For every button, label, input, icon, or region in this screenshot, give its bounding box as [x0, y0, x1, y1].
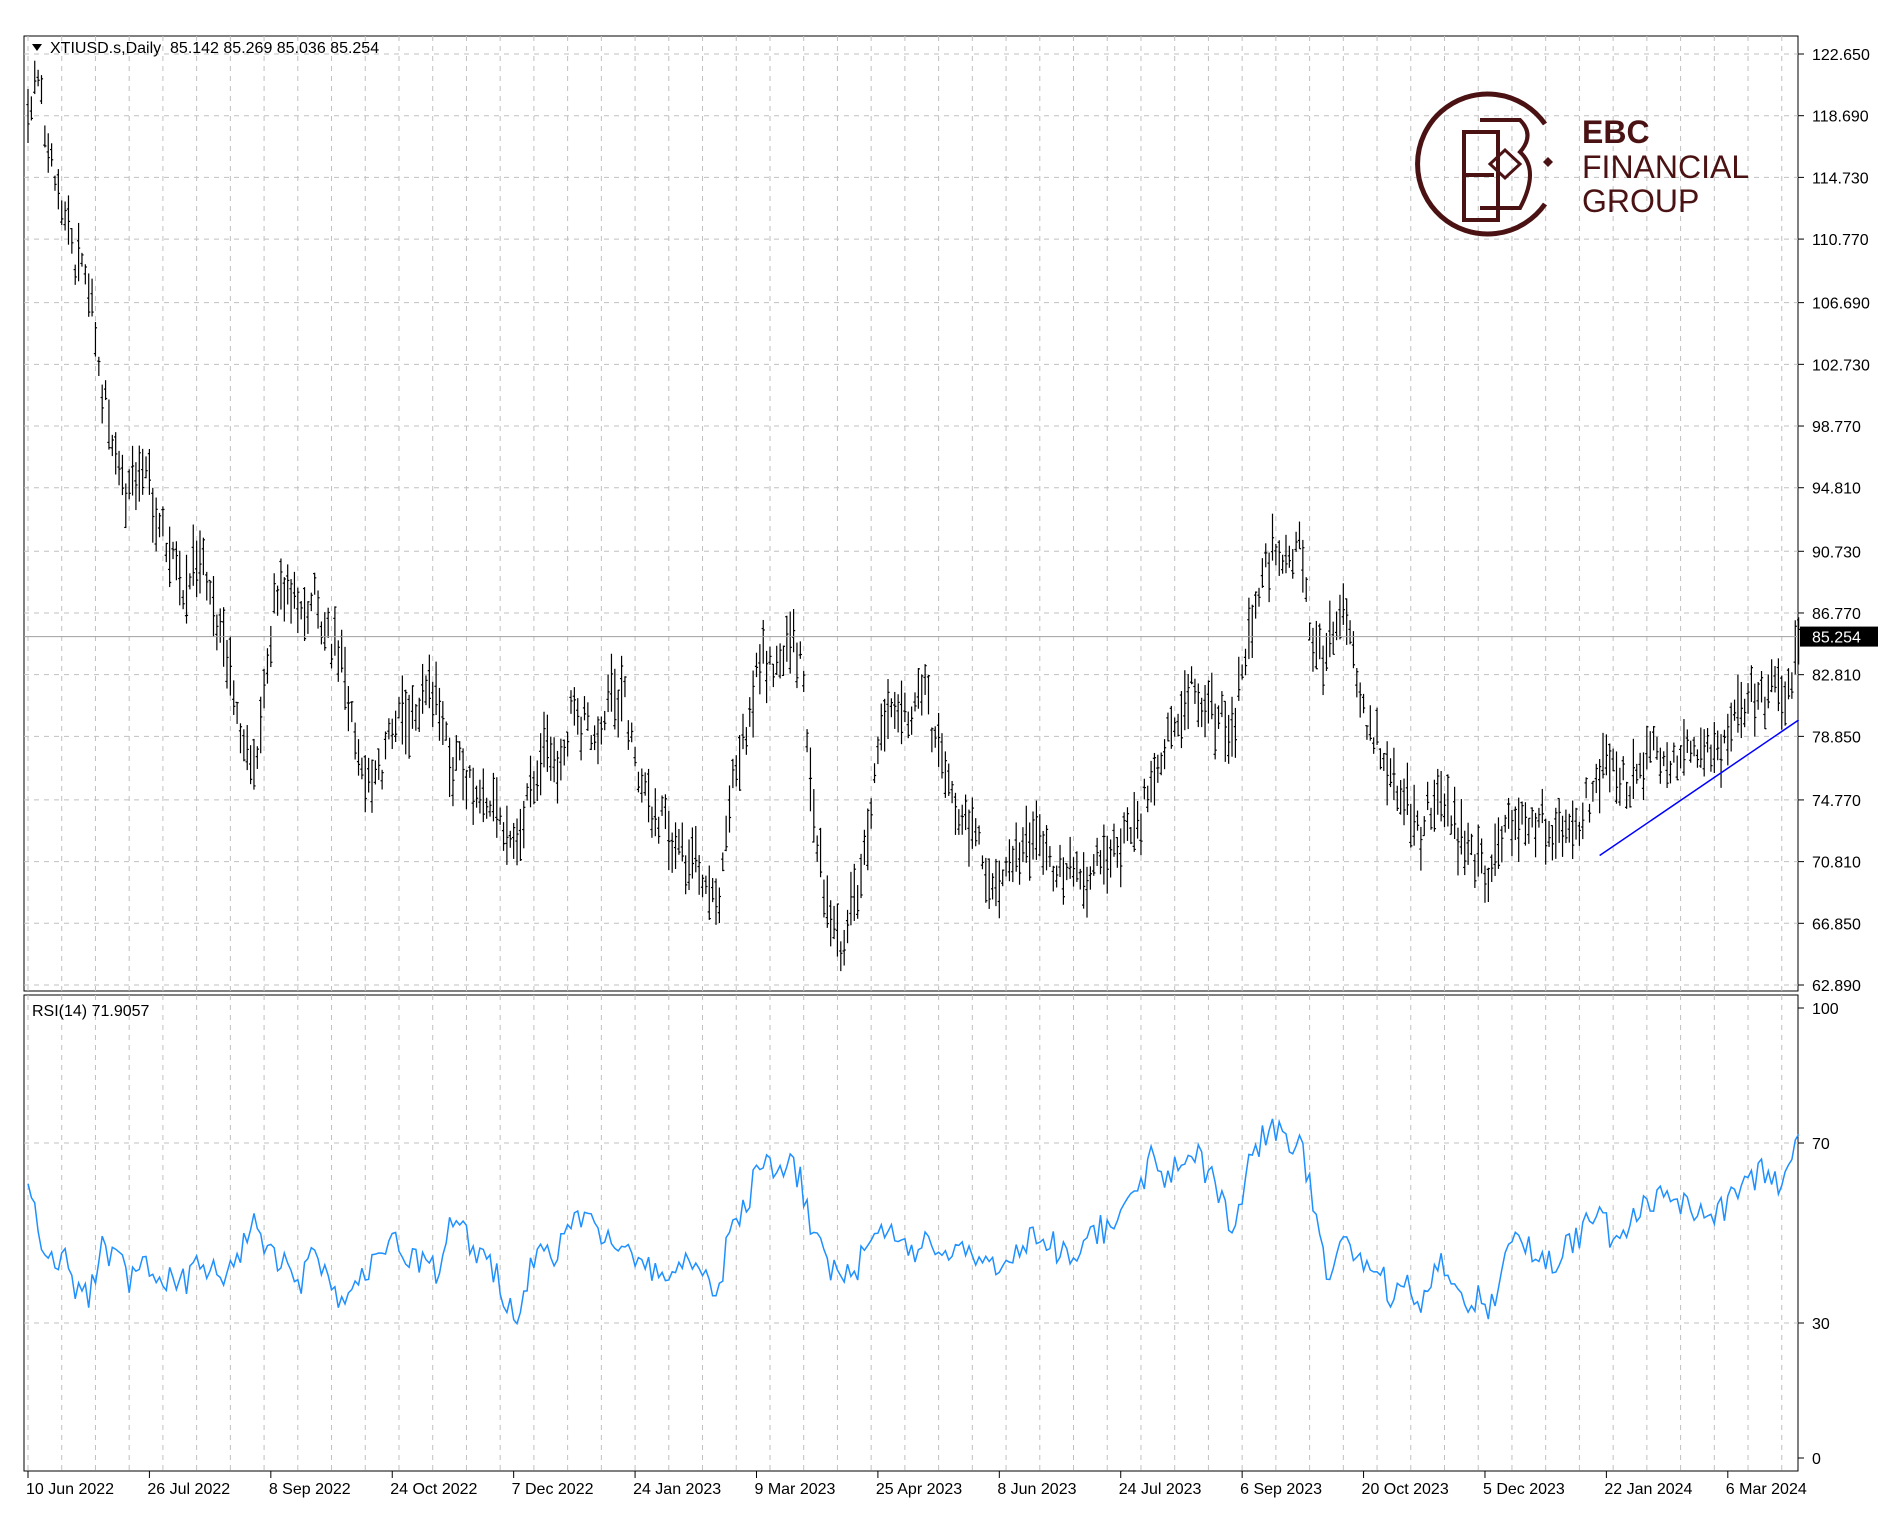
y-tick-label: 94.810 — [1812, 481, 1861, 498]
support-trendline[interactable] — [1599, 719, 1800, 857]
y-tick-label: 62.890 — [1812, 978, 1861, 995]
y-tick-label: 86.770 — [1812, 606, 1861, 623]
y-tick-label: 98.770 — [1812, 419, 1861, 436]
y-tick-label: 114.730 — [1812, 170, 1869, 187]
price-axis: 122.650 118.690 114.730 110.770 106.690 102.7… — [1798, 47, 1878, 995]
rsi-y-tick-label: 30 — [1812, 1316, 1830, 1333]
y-tick-label: 106.690 — [1812, 296, 1870, 313]
symbol-info-text: XTIUSD.s,Daily 85.142 85.269 85.036 85.2… — [50, 40, 379, 57]
price-bars-layer — [24, 60, 1801, 972]
x-tick-label: 6 Mar 2024 — [1726, 1481, 1807, 1498]
y-tick-label: 110.770 — [1812, 232, 1869, 249]
x-tick-label: 22 Jan 2024 — [1604, 1481, 1692, 1498]
y-tick-label: 66.850 — [1812, 916, 1861, 933]
x-tick-label: 26 Jul 2022 — [147, 1481, 230, 1498]
x-tick-label: 24 Jan 2023 — [633, 1481, 721, 1498]
ebc-logo-mark — [1415, 91, 1553, 237]
x-tick-label: 9 Mar 2023 — [754, 1481, 835, 1498]
rsi-line-layer — [27, 1118, 1800, 1326]
rsi-series-line — [27, 1118, 1800, 1326]
y-tick-label: 70.810 — [1812, 855, 1861, 872]
y-tick-label: 122.650 — [1812, 47, 1870, 64]
y-tick-label: 74.770 — [1812, 793, 1861, 810]
y-tick-label: 102.730 — [1812, 357, 1870, 374]
rsi-label: RSI(14) 71.9057 — [32, 1003, 150, 1020]
x-tick-label: 10 Jun 2022 — [26, 1481, 114, 1498]
logo-text-ebc: EBC — [1582, 114, 1650, 150]
x-tick-label: 8 Jun 2023 — [997, 1481, 1076, 1498]
price-panel-frame — [23, 35, 1799, 992]
y-tick-label: 90.730 — [1812, 544, 1861, 561]
y-tick-label: 118.690 — [1812, 109, 1869, 126]
current-price-marker — [1800, 626, 1878, 647]
y-tick-label: 78.850 — [1812, 729, 1861, 746]
x-tick-label: 5 Dec 2023 — [1483, 1481, 1565, 1498]
rsi-y-tick-label: 0 — [1812, 1451, 1821, 1468]
x-tick-label: 25 Apr 2023 — [876, 1481, 962, 1498]
x-tick-label: 6 Sep 2023 — [1240, 1481, 1322, 1498]
x-tick-label: 20 Oct 2023 — [1362, 1481, 1449, 1498]
x-tick-label: 24 Oct 2022 — [390, 1481, 477, 1498]
logo-text-group: GROUP — [1582, 183, 1699, 219]
y-tick-label: 82.810 — [1812, 668, 1861, 685]
logo-text-financial: FINANCIAL — [1582, 149, 1749, 185]
current-price-label: 85.254 — [1812, 630, 1861, 647]
dropdown-triangle-icon[interactable] — [32, 44, 42, 51]
ebc-logo: EBC FINANCIAL GROUP — [1415, 91, 1749, 237]
time-axis: 10 Jun 2022 26 Jul 2022 8 Sep 2022 24 Oct 2… — [26, 1471, 1807, 1498]
x-tick-label: 8 Sep 2022 — [269, 1481, 351, 1498]
x-tick-label: 24 Jul 2023 — [1119, 1481, 1202, 1498]
rsi-axis: 100 70 30 0 — [1798, 1001, 1839, 1468]
rsi-y-tick-label: 100 — [1812, 1001, 1839, 1018]
x-tick-label: 7 Dec 2022 — [512, 1481, 594, 1498]
rsi-y-tick-label: 70 — [1812, 1136, 1830, 1153]
